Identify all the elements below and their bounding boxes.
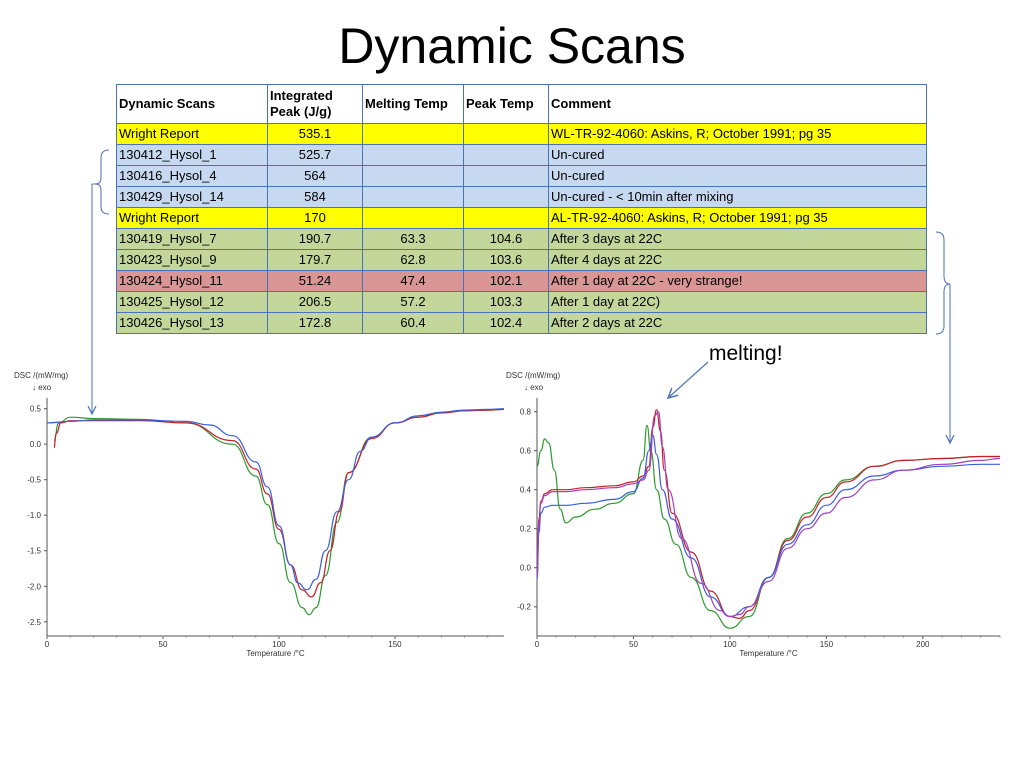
y-tick-label: -1.5 (27, 547, 41, 556)
table-cell (463, 165, 549, 187)
y-tick-label: -0.5 (27, 476, 41, 485)
y-tick-label: 0.0 (30, 440, 42, 449)
table-cell: 60.4 (362, 312, 464, 334)
exo-label: ↓ exo (32, 383, 52, 392)
table-cell: Un-cured (548, 144, 927, 166)
series-line-3 (536, 411, 1001, 618)
table-cell: 57.2 (362, 291, 464, 313)
table-cell: 102.4 (463, 312, 549, 334)
x-tick-label: 100 (723, 640, 737, 649)
y-tick-label: 0.5 (30, 405, 42, 414)
table-cell: 130419_Hysol_7 (116, 228, 268, 250)
table-cell: 103.6 (463, 249, 549, 271)
left-bracket (94, 149, 110, 215)
table-cell: 206.5 (267, 291, 363, 313)
x-tick-label: 50 (159, 640, 168, 649)
table-cell: After 4 days at 22C (548, 249, 927, 271)
table-cell: 130423_Hysol_9 (116, 249, 268, 271)
table-cell (463, 123, 549, 145)
melting-annotation: melting! (709, 342, 783, 365)
y-axis-label: DSC /(mW/mg) (14, 371, 69, 380)
table-cell: 130426_Hysol_13 (116, 312, 268, 334)
table-cell: 51.24 (267, 270, 363, 292)
series-line-2 (46, 408, 505, 591)
table-cell: 170 (267, 207, 363, 229)
table-cell: 62.8 (362, 249, 464, 271)
table-cell: After 1 day at 22C) (548, 291, 927, 313)
dsc-chart-cured: DSC /(mW/mg) ↓ exo Temperature /°C 0 50 100 15… (506, 371, 1001, 658)
table-cell: 63.3 (362, 228, 464, 250)
header-cell: Dynamic Scans (116, 84, 268, 124)
series-line-0 (53, 408, 505, 616)
table-cell: 525.7 (267, 144, 363, 166)
dynamic-scans-table: Dynamic Scans Integrated Peak (J/g) Melt… (116, 84, 927, 334)
table-row: 130423_Hysol_9 179.7 62.8 103.6 After 4 days… (116, 249, 927, 271)
header-cell: Integrated Peak (J/g) (267, 84, 363, 124)
table-cell: 130424_Hysol_11 (116, 270, 268, 292)
table-row: 130424_Hysol_11 51.24 47.4 102.1 After 1 day… (116, 270, 927, 292)
series-line-1 (536, 409, 1000, 620)
x-tick-label: 150 (820, 640, 834, 649)
table-cell: 130412_Hysol_1 (116, 144, 268, 166)
y-tick-label: 0.8 (520, 408, 532, 417)
y-tick-label: -2.0 (27, 582, 41, 591)
table-header-row: Dynamic Scans Integrated Peak (J/g) Melt… (116, 84, 927, 124)
table-row: 130426_Hysol_13 172.8 60.4 102.4 After 2 day… (116, 312, 927, 334)
table-row: 130419_Hysol_7 190.7 63.3 104.6 After 3 days… (116, 228, 927, 250)
x-tick-label: 200 (916, 640, 930, 649)
exo-label: ↓ exo (524, 383, 544, 392)
dsc-chart-uncured: DSC /(mW/mg) ↓ exo Temperature /°C 0 50 100 15… (14, 371, 505, 658)
series-line-0 (536, 424, 1000, 629)
series-line-1 (53, 408, 505, 598)
table-cell: WL-TR-92-4060: Askins, R; October 1991; … (548, 123, 927, 145)
table-cell: 102.1 (463, 270, 549, 292)
table-cell: 103.3 (463, 291, 549, 313)
table-cell: 535.1 (267, 123, 363, 145)
y-tick-label: 0.6 (520, 447, 532, 456)
table-cell: After 2 days at 22C (548, 312, 927, 334)
y-tick-label: 0.2 (520, 525, 532, 534)
table-cell: After 3 days at 22C (548, 228, 927, 250)
table-cell: Wright Report (116, 207, 268, 229)
header-cell: Comment (548, 84, 927, 124)
table-cell: Un-cured (548, 165, 927, 187)
y-tick-label: -1.0 (27, 511, 41, 520)
y-tick-label: -2.5 (27, 618, 41, 627)
y-tick-label: -0.2 (517, 603, 531, 612)
table-cell: 179.7 (267, 249, 363, 271)
table-cell: 172.8 (267, 312, 363, 334)
x-tick-label: 0 (45, 640, 50, 649)
melting-arrow (668, 361, 709, 398)
x-tick-label: 150 (388, 640, 402, 649)
table-row: 130429_Hysol_14 584 Un-cured - < 10min aft… (116, 186, 927, 208)
table-body: Wright Report 535.1 WL-TR-92-4060: Askins,… (116, 123, 927, 334)
y-tick-label: 0.4 (520, 486, 532, 495)
x-axis-label: Temperature /°C (739, 649, 798, 658)
header-cell: Melting Temp (362, 84, 464, 124)
table-cell: Un-cured - < 10min after mixing (548, 186, 927, 208)
table-cell: 130429_Hysol_14 (116, 186, 268, 208)
page-title: Dynamic Scans (338, 18, 686, 74)
x-tick-label: 100 (272, 640, 286, 649)
table-cell (362, 144, 464, 166)
x-tick-label: 0 (535, 640, 540, 649)
y-tick-label: 0.0 (520, 564, 532, 573)
y-axis-label: DSC /(mW/mg) (506, 371, 561, 380)
x-axis-label: Temperature /°C (246, 649, 305, 658)
left-connector-arrow (92, 183, 95, 414)
x-tick-label: 50 (629, 640, 638, 649)
table-cell (362, 186, 464, 208)
table-cell (463, 207, 549, 229)
header-cell: Peak Temp (463, 84, 549, 124)
table-cell: 190.7 (267, 228, 363, 250)
table-cell (362, 165, 464, 187)
table-row: 130416_Hysol_4 564 Un-cured (116, 165, 927, 187)
table-row: 130425_Hysol_12 206.5 57.2 103.3 After 1 day… (116, 291, 927, 313)
table-row: 130412_Hysol_1 525.7 Un-cured (116, 144, 927, 166)
right-bracket (935, 231, 951, 335)
table-row: Wright Report 535.1 WL-TR-92-4060: Askins,… (116, 123, 927, 145)
series-line-2 (536, 434, 1000, 618)
table-cell: 104.6 (463, 228, 549, 250)
